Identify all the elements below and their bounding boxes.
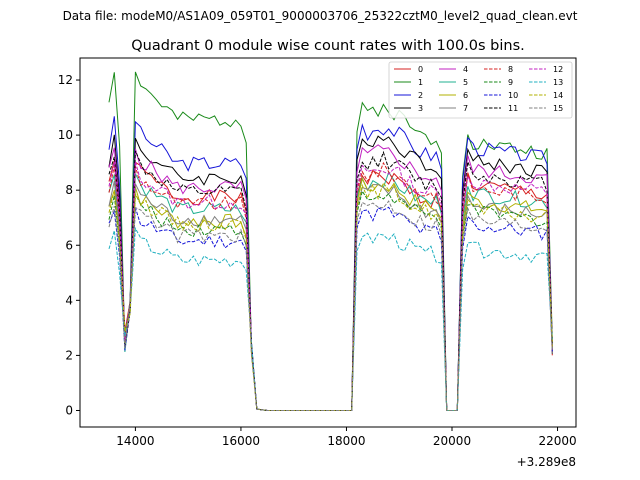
series-line-13: [108, 226, 553, 411]
x-tick-label: 20000: [433, 434, 471, 448]
x-tick-label: 22000: [538, 434, 576, 448]
series-line-12: [108, 161, 553, 411]
legend-label-0: 0: [418, 65, 423, 74]
y-tick-label: 8: [65, 183, 73, 197]
series-line-2: [108, 116, 553, 411]
x-tick-label: 16000: [222, 434, 260, 448]
legend-label-5: 5: [463, 78, 468, 87]
legend-label-9: 9: [508, 78, 513, 87]
legend-label-7: 7: [463, 104, 468, 113]
legend-label-6: 6: [463, 91, 468, 100]
legend-label-2: 2: [418, 91, 423, 100]
y-tick-label: 2: [65, 348, 73, 362]
legend-label-14: 14: [553, 91, 563, 100]
y-tick-label: 12: [58, 73, 73, 87]
y-axis-labels: 0 2 4 6 8 10 12: [58, 73, 80, 417]
y-tick-label: 6: [65, 238, 73, 252]
x-tick-label: 18000: [327, 434, 365, 448]
legend-label-3: 3: [418, 104, 423, 113]
legend-label-10: 10: [508, 91, 518, 100]
legend-label-12: 12: [553, 65, 563, 74]
x-offset-label: +3.289e8: [517, 455, 576, 469]
y-tick-label: 4: [65, 293, 73, 307]
series-layer: [108, 71, 553, 411]
legend-label-11: 11: [508, 104, 518, 113]
legend-label-4: 4: [463, 65, 468, 74]
legend-frame: [388, 61, 573, 119]
x-tick-label: 14000: [116, 434, 154, 448]
series-line-1: [108, 71, 553, 411]
legend-label-8: 8: [508, 65, 513, 74]
series-line-7: [108, 180, 553, 411]
legend-label-15: 15: [553, 104, 563, 113]
series-line-6: [108, 177, 553, 411]
legend-label-13: 13: [553, 78, 563, 87]
y-tick-label: 10: [58, 128, 73, 142]
suptitle: Data file: modeM0/AS1A09_059T01_90000037…: [63, 9, 578, 23]
series-line-14: [108, 181, 553, 411]
plot-frame: [79, 57, 577, 428]
series-line-3: [108, 134, 553, 411]
legend-label-1: 1: [418, 78, 423, 87]
series-line-10: [108, 206, 553, 411]
series-line-15: [108, 200, 553, 411]
y-tick-label: 0: [65, 403, 73, 417]
series-line-11: [108, 150, 553, 411]
chart-title: Quadrant 0 module wise count rates with …: [131, 38, 525, 54]
series-line-0: [108, 160, 553, 411]
x-axis-labels: 14000 16000 18000 20000 22000: [116, 427, 577, 448]
